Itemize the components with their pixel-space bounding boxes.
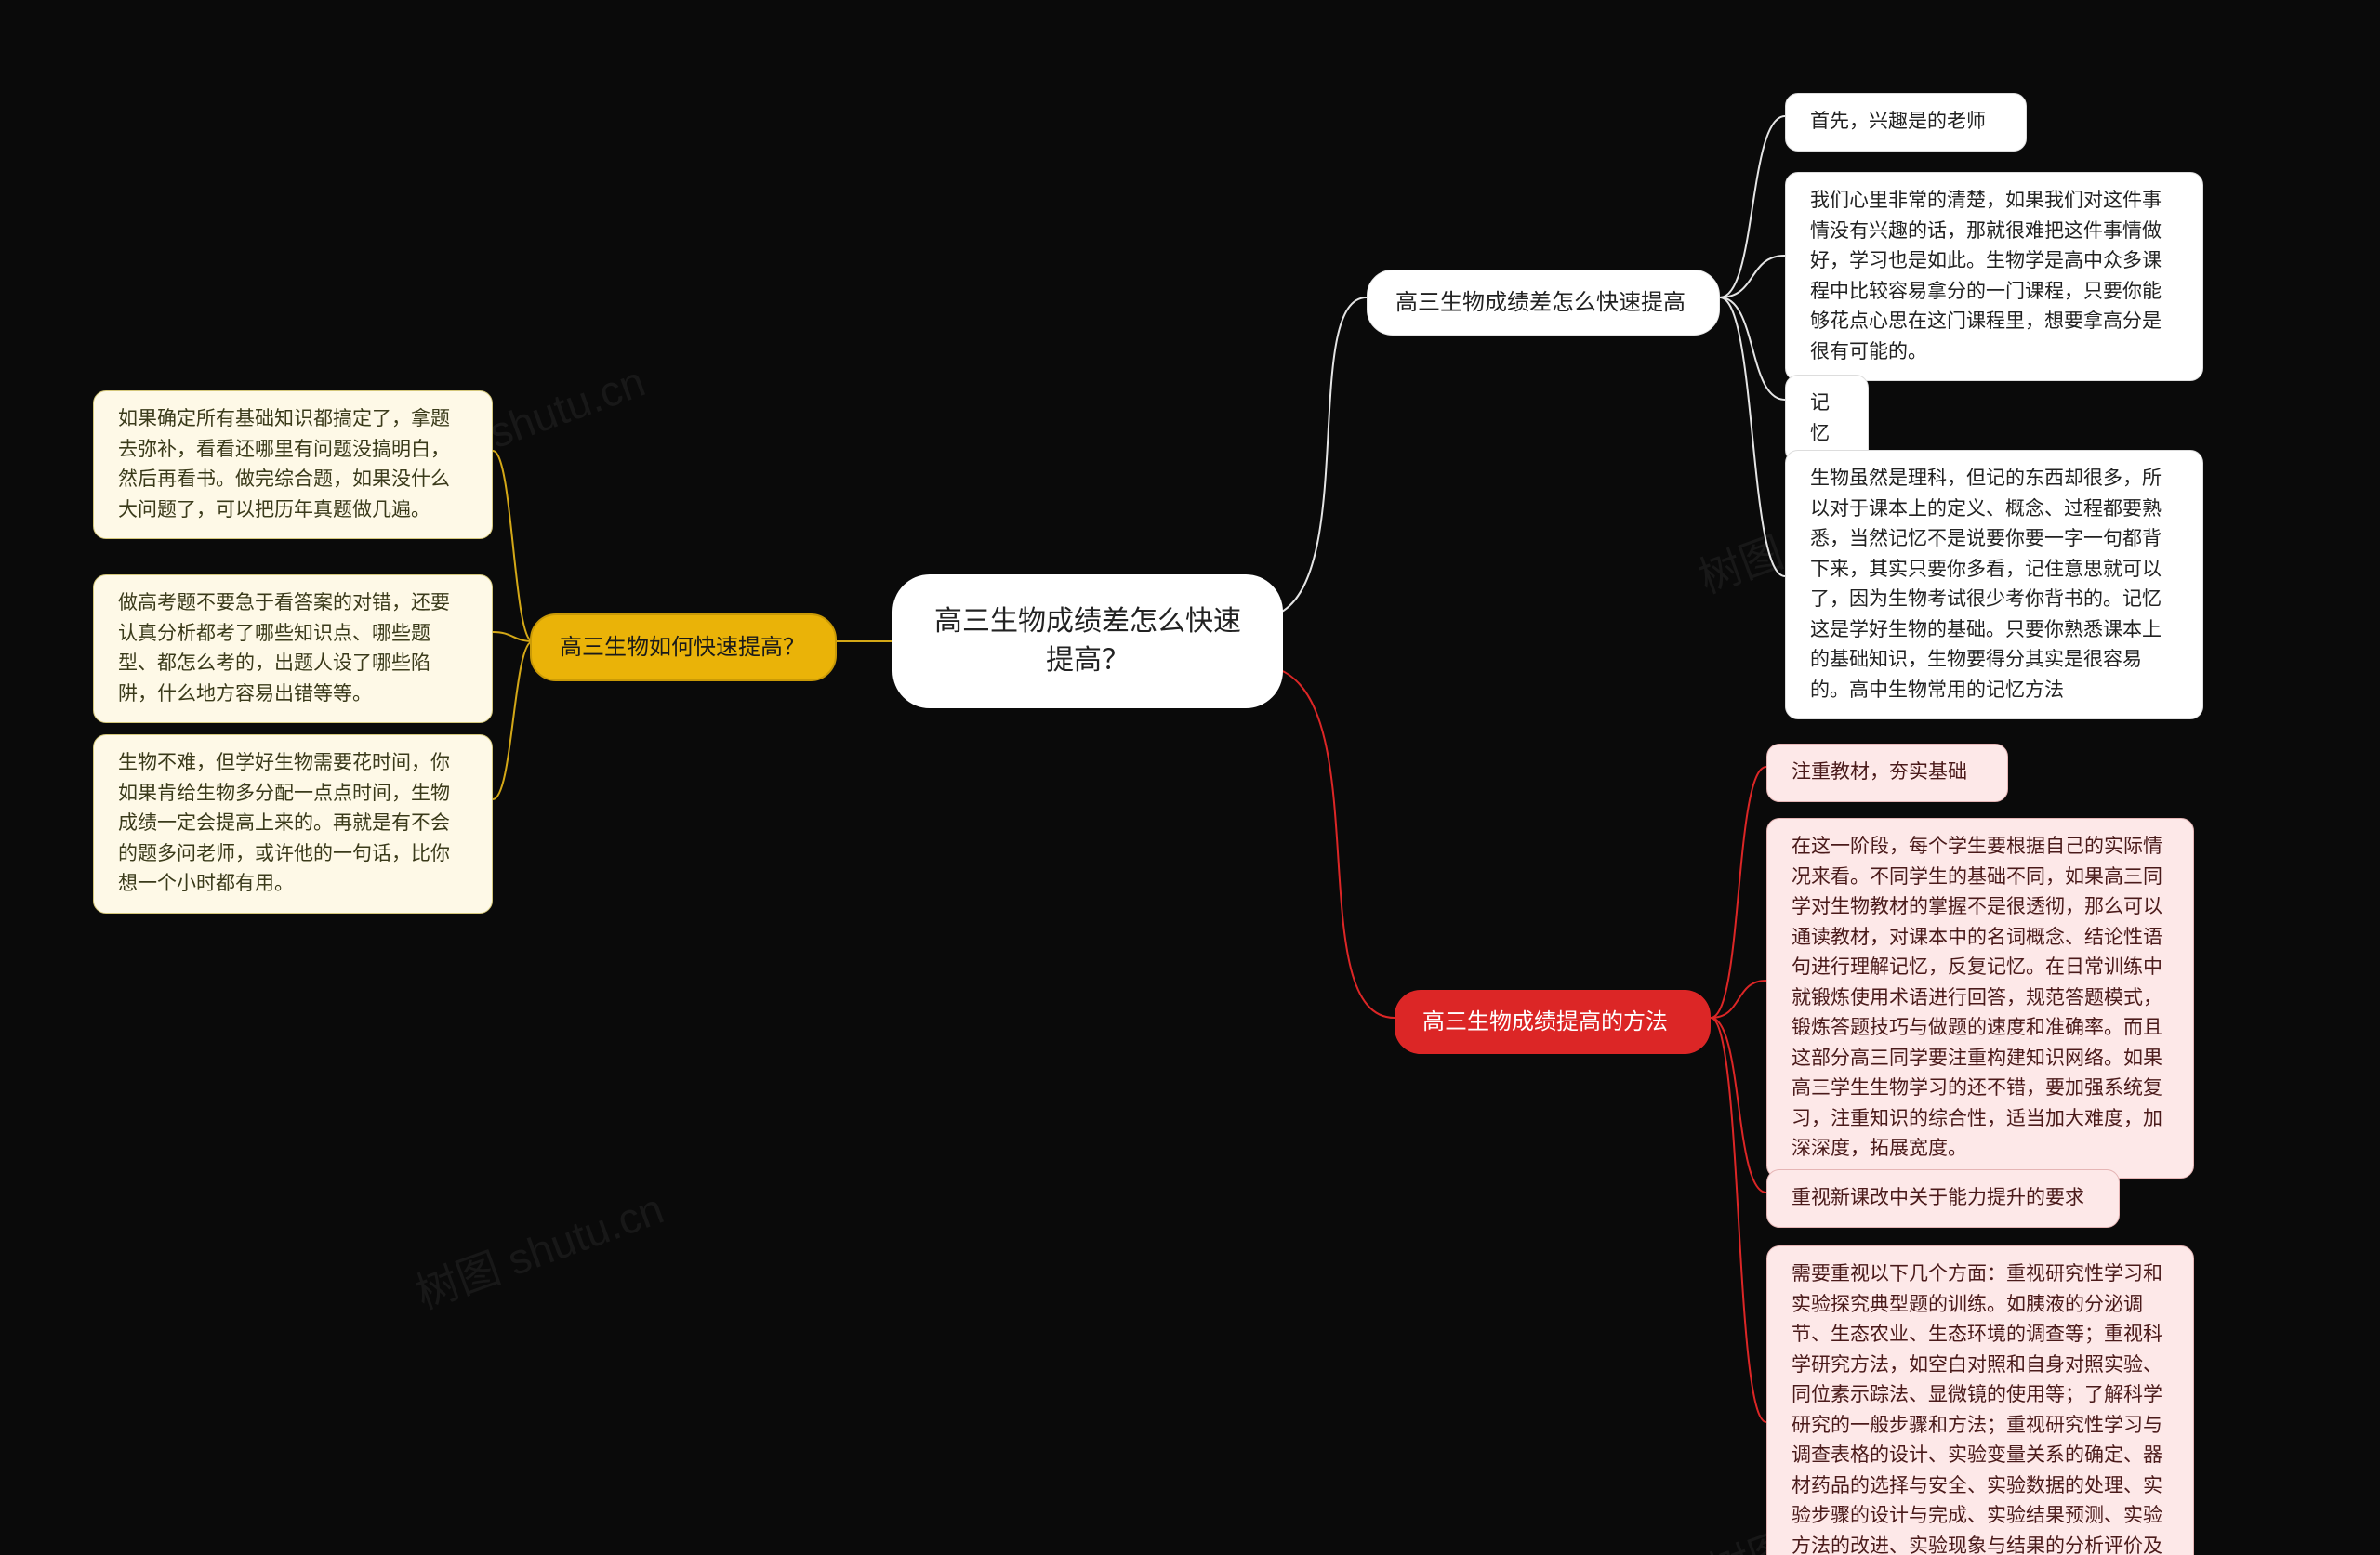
watermark: 树图 shutu.cn	[406, 1175, 670, 1321]
branch-top-right[interactable]: 高三生物成绩差怎么快速提高	[1367, 270, 1720, 336]
mindmap-canvas: 树图 shutu.cn 树图 shutu.cn 树图 shutu.cn 树图 s…	[0, 0, 2380, 1555]
leaf-br-1[interactable]: 在这一阶段，每个学生要根据自己的实际情况来看。不同学生的基础不同，如果高三同学对…	[1766, 818, 2194, 1179]
leaf-left-1[interactable]: 做高考题不要急于看答案的对错，还要认真分析都考了哪些知识点、哪些题型、都怎么考的…	[93, 574, 493, 723]
leaf-tr-3[interactable]: 生物虽然是理科，但记的东西却很多，所以对于课本上的定义、概念、过程都要熟悉，当然…	[1785, 450, 2203, 719]
leaf-br-2[interactable]: 重视新课改中关于能力提升的要求	[1766, 1169, 2120, 1228]
leaf-br-3[interactable]: 需要重视以下几个方面：重视研究性学习和实验探究典型题的训练。如胰液的分泌调节、生…	[1766, 1245, 2194, 1555]
leaf-br-0[interactable]: 注重教材，夯实基础	[1766, 744, 2008, 802]
branch-bottom-right[interactable]: 高三生物成绩提高的方法	[1395, 990, 1711, 1054]
leaf-tr-0[interactable]: 首先，兴趣是的老师	[1785, 93, 2027, 152]
leaf-tr-1[interactable]: 我们心里非常的清楚，如果我们对这件事情没有兴趣的话，那就很难把这件事情做好，学习…	[1785, 172, 2203, 381]
root-node[interactable]: 高三生物成绩差怎么快速 提高？	[892, 574, 1283, 708]
leaf-left-2[interactable]: 生物不难，但学好生物需要花时间，你如果肯给生物多分配一点点时间，生物成绩一定会提…	[93, 734, 493, 914]
branch-left[interactable]: 高三生物如何快速提高？	[530, 613, 837, 681]
root-line2: 提高？	[933, 641, 1242, 680]
root-line1: 高三生物成绩差怎么快速	[933, 602, 1242, 641]
leaf-left-0[interactable]: 如果确定所有基础知识都搞定了，拿题去弥补，看看还哪里有问题没搞明白，然后再看书。…	[93, 390, 493, 539]
